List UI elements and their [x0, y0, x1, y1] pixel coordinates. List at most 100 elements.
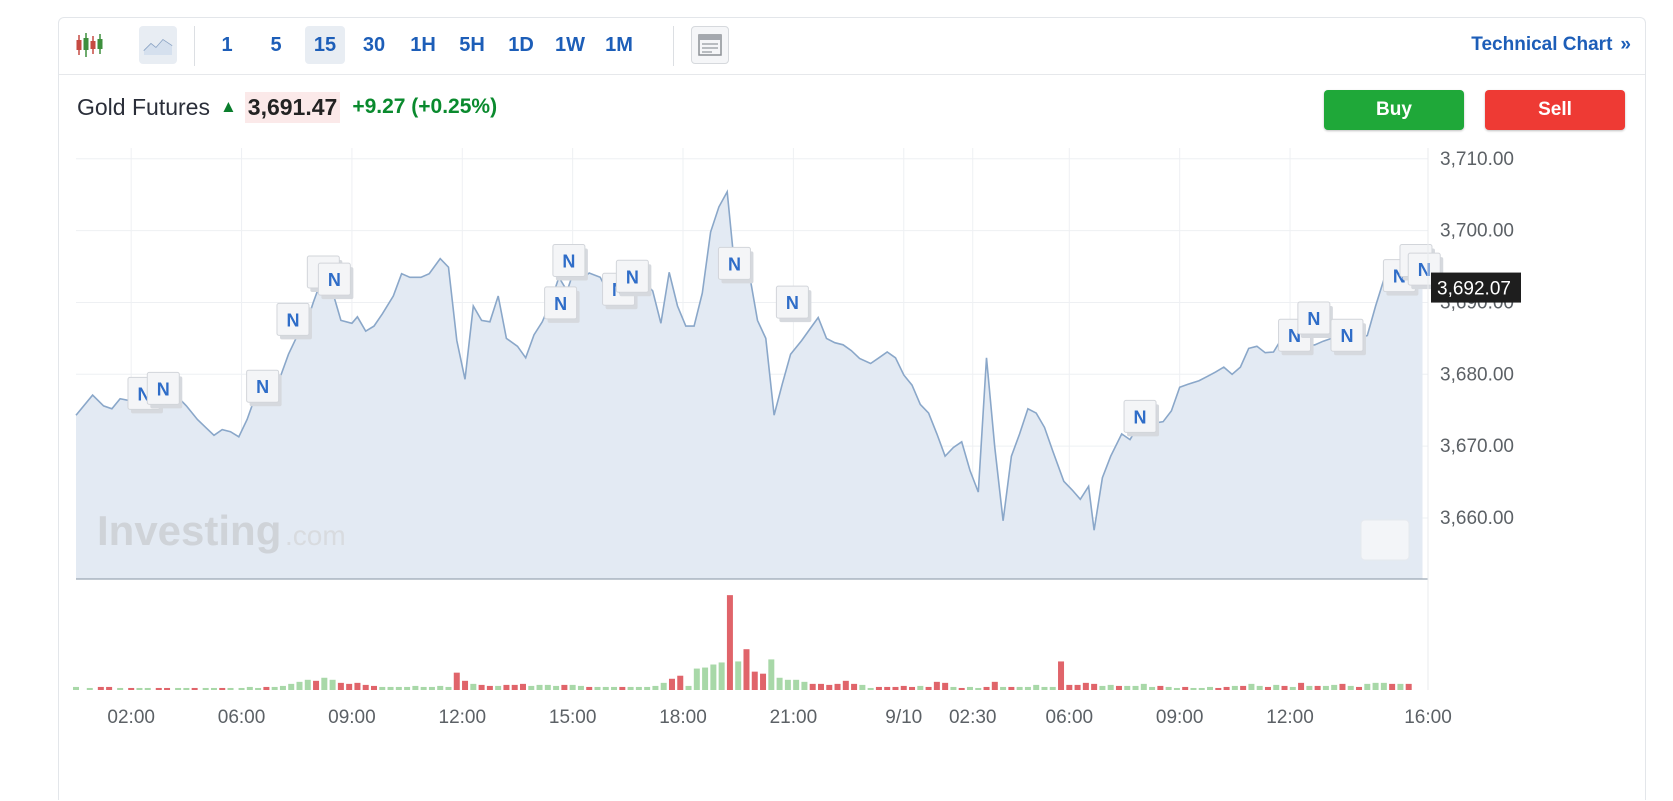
volume-bar	[751, 671, 758, 690]
news-marker[interactable]: N	[552, 243, 588, 281]
x-tick-label: 9/10	[885, 707, 922, 728]
volume-bar	[991, 681, 998, 690]
news-marker-label: N	[626, 267, 639, 287]
volume-bar	[136, 687, 143, 690]
volume-bar	[128, 687, 135, 690]
volume-bar	[1049, 686, 1056, 690]
volume-bar	[1364, 683, 1371, 690]
y-tick-label: 3,660.00	[1440, 508, 1514, 529]
volume-bar	[685, 685, 692, 690]
volume-bar	[710, 664, 717, 690]
news-marker-label: N	[728, 254, 741, 274]
x-tick-label: 06:00	[218, 707, 266, 728]
layout-button[interactable]	[691, 26, 729, 64]
x-tick-label: 02:30	[949, 707, 997, 728]
instrument-name: Gold Futures	[77, 93, 210, 120]
volume-bar	[917, 685, 924, 690]
volume-bar	[875, 686, 882, 690]
news-marker[interactable]: N	[246, 369, 282, 407]
y-tick-label: 3,670.00	[1440, 436, 1514, 457]
news-marker[interactable]: N	[615, 259, 652, 297]
news-marker-box	[717, 246, 751, 280]
volume-bar	[1000, 686, 1007, 690]
news-marker-box	[615, 259, 649, 293]
current-price-label: 3,692.07	[1437, 279, 1511, 300]
news-marker-label: N	[256, 377, 269, 397]
news-marker-box	[317, 262, 351, 296]
layout-icon	[698, 34, 722, 56]
volume-bar	[544, 684, 551, 690]
price-chart[interactable]: Investing .com NNNNNNNNNNNNNNNNNNN 02:00…	[59, 18, 1647, 801]
volume-bar	[263, 686, 270, 690]
volume-bar	[660, 682, 667, 690]
volume-bar	[329, 679, 336, 690]
news-marker-label: N	[1418, 260, 1431, 280]
volume-bar	[760, 673, 767, 690]
sell-button[interactable]: Sell	[1485, 90, 1625, 130]
volume-bar	[1372, 682, 1379, 690]
volume-bar	[933, 681, 940, 690]
volume-bar	[627, 686, 634, 690]
volume-bar	[1215, 687, 1222, 690]
volume-bar	[842, 680, 849, 690]
volume-bar	[1066, 684, 1073, 690]
volume-bar	[255, 687, 262, 690]
news-marker[interactable]: N	[775, 285, 812, 323]
volume-bar	[528, 685, 535, 690]
news-marker-box	[1123, 399, 1157, 433]
news-marker[interactable]: N	[544, 286, 580, 323]
volume-bar	[1198, 687, 1205, 690]
news-marker[interactable]: N	[276, 302, 312, 340]
volume-bar	[801, 681, 808, 690]
interval-1h[interactable]: 1H	[410, 33, 436, 56]
volume-bar	[387, 686, 394, 690]
news-marker-box	[1297, 301, 1331, 335]
volume-bar	[117, 687, 124, 690]
volume-bar	[735, 661, 742, 690]
interval-5[interactable]: 5	[270, 33, 282, 56]
volume-bar	[1124, 685, 1131, 690]
news-marker-label: N	[554, 294, 567, 314]
candlestick-chart-button[interactable]	[71, 26, 109, 64]
volume-bar	[219, 687, 226, 690]
volume-bar	[1082, 682, 1089, 690]
news-marker[interactable]: N	[1297, 301, 1333, 338]
technical-chart-link[interactable]: Technical Chart »	[1471, 34, 1631, 56]
buy-button[interactable]: Buy	[1324, 90, 1464, 130]
news-marker[interactable]: N	[1123, 399, 1160, 437]
volume-bar	[1173, 687, 1180, 690]
x-tick-label: 09:00	[328, 707, 376, 728]
volume-bar	[768, 659, 775, 690]
volume-bar	[966, 686, 973, 690]
interval-selector: 1 5 15 30 1H 5H 1D 1W 1M	[207, 26, 648, 64]
x-tick-label: 09:00	[1156, 707, 1204, 728]
volume-bar	[1231, 685, 1238, 690]
price-line	[75, 189, 1423, 531]
volume-bar	[553, 685, 560, 690]
interval-30[interactable]: 30	[362, 33, 386, 56]
interval-1w[interactable]: 1W	[555, 33, 585, 56]
news-marker[interactable]: N	[1330, 318, 1366, 356]
volume-bar	[313, 680, 320, 690]
news-marker[interactable]: N	[146, 371, 183, 409]
chart-widget: 1 5 15 30 1H 5H 1D 1W 1M Technical Chart» Gold F…	[58, 17, 1646, 800]
interval-1m[interactable]: 1M	[605, 33, 633, 56]
volume-bar	[1397, 683, 1404, 690]
news-marker[interactable]: N	[717, 246, 754, 284]
volume-bar	[958, 687, 965, 690]
interval-1d[interactable]: 1D	[508, 33, 534, 56]
toolbar-divider	[194, 26, 195, 66]
candlestick-icon	[76, 33, 103, 57]
volume-bar	[1281, 685, 1288, 690]
interval-15[interactable]: 15	[305, 26, 345, 64]
interval-5h[interactable]: 5H	[459, 33, 485, 56]
settings-placeholder-box[interactable]	[1360, 519, 1410, 561]
volume-bar	[511, 684, 518, 690]
volume-bar	[337, 682, 344, 690]
volume-bar	[942, 682, 949, 690]
volume-bar	[1182, 686, 1189, 690]
news-marker[interactable]: N	[317, 262, 354, 300]
volume-bar	[1107, 684, 1114, 690]
line-chart-button[interactable]	[139, 26, 177, 64]
interval-1[interactable]: 1	[221, 33, 233, 56]
